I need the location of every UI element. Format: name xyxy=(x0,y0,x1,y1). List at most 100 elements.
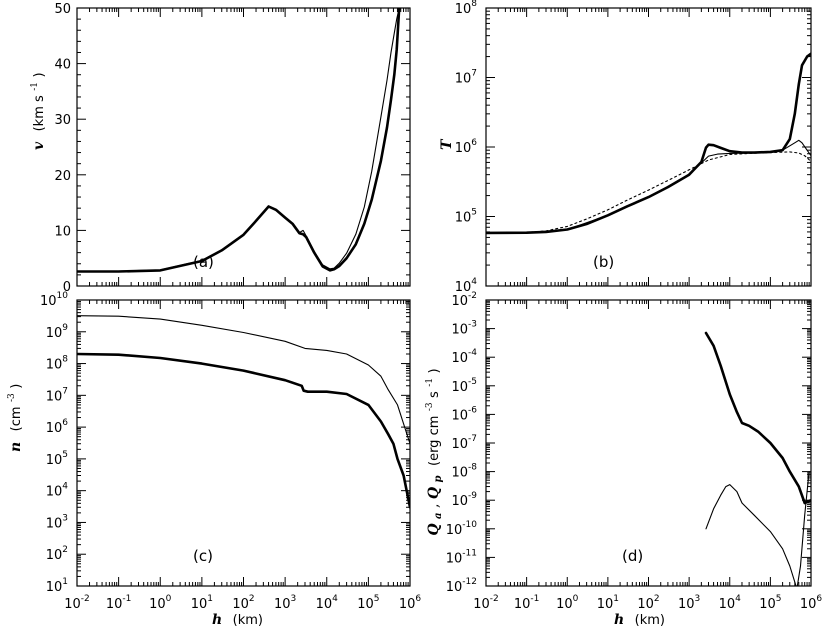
panel-c-frame xyxy=(76,299,411,587)
d-series-thin xyxy=(705,471,810,586)
a-ytick-label: 50 xyxy=(54,2,71,17)
d-xtick-label: 10-1 xyxy=(514,594,540,612)
panel-c-series xyxy=(77,315,410,509)
c-ytick-label: 105 xyxy=(46,450,68,468)
a-ytick-label: 40 xyxy=(54,58,71,73)
c-xtick-label: 10-1 xyxy=(106,594,132,612)
d-ytick-label: 10-7 xyxy=(451,434,477,452)
d-ytick-label: 10-9 xyxy=(451,491,477,509)
panel-a-ylabel: v (km s -1 ) xyxy=(25,72,47,150)
panel-c-ylabel: n (cm -3 ) xyxy=(2,384,24,452)
panel-c-ylabel-main: n xyxy=(8,442,24,452)
panel-d: 10-2 10-1 100 101 102 103 104 105 106 10-12 10-11 1… xyxy=(420,291,823,628)
panel-c-ylabel-unit: (cm xyxy=(9,406,24,431)
panel-d-ylabel-q2: Q xyxy=(426,487,442,499)
panel-b-ticks: 104 105 106 107 108 xyxy=(455,0,812,295)
c-series-thick xyxy=(77,352,410,509)
panel-d-ylabel-s2: p xyxy=(433,475,444,482)
c-series-thin xyxy=(77,315,410,445)
d-ytick-label: 10-11 xyxy=(446,548,477,566)
d-ytick-label: 10-5 xyxy=(451,377,477,395)
d-series-thick xyxy=(704,331,811,505)
c-xtick-label: 102 xyxy=(232,594,254,612)
panel-d-ylabel-exp1: -3 xyxy=(425,402,435,411)
panel-c-xlabel-main: h xyxy=(212,612,222,628)
panel-c-xlabel-unit: (km) xyxy=(233,613,263,628)
d-ytick-label: 10-10 xyxy=(446,520,478,538)
panel-d-frame xyxy=(485,299,812,587)
d-xtick-label: 103 xyxy=(678,594,700,612)
c-ytick-label: 108 xyxy=(46,355,69,373)
c-ytick-label: 104 xyxy=(46,482,69,500)
d-xtick-label: 104 xyxy=(719,594,742,612)
b-ytick-label: 106 xyxy=(455,138,478,156)
d-xtick-label: 102 xyxy=(637,594,659,612)
a-ytick-label: 0 xyxy=(63,280,71,295)
a-ytick-label: 10 xyxy=(54,224,71,239)
c-xtick-label: 10-2 xyxy=(64,594,90,612)
b-series-dotted xyxy=(486,151,811,234)
b-series-thick xyxy=(486,52,811,235)
c-ytick-label: 103 xyxy=(46,513,68,531)
d-ytick-label: 10-4 xyxy=(451,348,477,366)
c-ytick-label: 107 xyxy=(46,386,68,404)
d-ytick-label: 10-8 xyxy=(451,463,477,481)
b-ytick-label: 108 xyxy=(455,0,478,17)
d-xtick-label: 105 xyxy=(759,594,781,612)
panel-d-ylabel-sep: , xyxy=(426,499,442,508)
b-ytick-label: 104 xyxy=(455,277,478,295)
c-xtick-label: 106 xyxy=(399,594,422,612)
d-xtick-label: 100 xyxy=(556,594,579,612)
panel-a-frame xyxy=(76,7,411,287)
panel-d-ticks: 10-2 10-1 100 101 102 103 104 105 106 10-12 10-11 1… xyxy=(446,291,823,612)
c-xtick-label: 105 xyxy=(357,594,379,612)
panel-a-ticks: 0 10 20 30 40 50 xyxy=(54,2,411,295)
panel-d-series xyxy=(704,331,811,586)
panel-b-ylabel: T xyxy=(439,138,455,150)
b-ytick-label: 105 xyxy=(455,208,477,226)
panel-c-ticks: 10-2 10-1 100 101 102 103 104 105 106 101 102 103 10… xyxy=(40,291,421,612)
panel-d-tag: (d) xyxy=(622,547,643,565)
c-ytick-label: 102 xyxy=(46,545,68,563)
a-ytick-label: 30 xyxy=(54,113,71,128)
panel-a: 0 10 20 30 40 50 (a) v (km s -1 ) xyxy=(25,2,411,295)
panel-d-ylabel-q1: Q xyxy=(426,523,442,535)
d-xtick-label: 10-2 xyxy=(473,594,499,612)
panel-a-ylabel-unit: (km s xyxy=(32,95,47,131)
panel-a-tag: (a) xyxy=(193,253,214,271)
panel-a-ylabel-close: ) xyxy=(32,72,47,77)
c-xtick-label: 100 xyxy=(149,594,172,612)
d-ytick-label: 10-12 xyxy=(446,577,477,595)
d-xtick-label: 106 xyxy=(800,594,823,612)
panel-c-ylabel-close: ) xyxy=(9,384,24,389)
panel-c: 10-2 10-1 100 101 102 103 104 105 106 101 102 103 10… xyxy=(2,291,421,628)
c-ytick-label: 106 xyxy=(46,418,69,436)
panel-d-ylabel-close: ) xyxy=(427,368,442,373)
panel-d-xlabel-unit: (km) xyxy=(635,613,665,628)
panel-c-tag: (c) xyxy=(193,547,213,565)
panel-a-ylabel-main: v xyxy=(31,141,47,150)
panel-a-series xyxy=(77,8,401,273)
c-xtick-label: 103 xyxy=(274,594,296,612)
panel-d-ylabel-unit: (erg cm xyxy=(427,416,442,466)
d-xtick-label: 101 xyxy=(597,594,619,612)
c-ytick-label: 109 xyxy=(46,323,69,341)
panel-b-series xyxy=(486,52,811,235)
panel-d-xlabel-main: h xyxy=(614,612,624,628)
panel-a-ylabel-exp: -1 xyxy=(30,82,40,91)
d-ytick-label: 10-6 xyxy=(451,405,477,423)
panel-b-frame xyxy=(485,7,812,287)
panel-d-ylabel-s1: a xyxy=(433,512,444,518)
d-ytick-label: 10-2 xyxy=(451,291,477,309)
panel-c-ylabel-exp: -3 xyxy=(7,393,17,402)
a-series-thick xyxy=(77,8,401,273)
panel-d-ylabel: Q a , Q p (erg cm -3 s -1 ) xyxy=(420,368,445,535)
c-ytick-label: 1010 xyxy=(40,291,68,309)
panel-b: 104 105 106 107 108 (b) T xyxy=(439,0,812,295)
c-xtick-label: 101 xyxy=(191,594,213,612)
panel-c-xlabel: h (km) xyxy=(212,612,263,628)
c-ytick-label: 101 xyxy=(46,577,68,595)
a-series-thin xyxy=(77,8,400,272)
panel-d-ylabel-mid: s xyxy=(427,391,442,398)
